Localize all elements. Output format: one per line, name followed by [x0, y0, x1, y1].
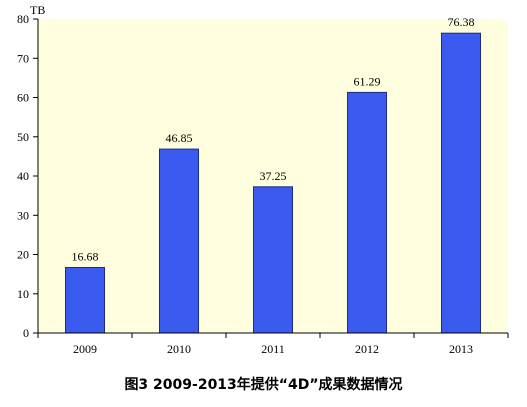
data-label-2013: 76.38: [448, 15, 475, 29]
y-tick-label-70: 70: [17, 51, 29, 65]
bars-group: [65, 32, 481, 334]
data-label-2012: 61.29: [354, 74, 381, 88]
bar-2011: [253, 186, 293, 334]
y-tick-label-60: 60: [17, 91, 29, 105]
y-tick-label-0: 0: [23, 326, 29, 340]
data-label-2011: 37.25: [260, 169, 287, 183]
y-tick-label-50: 50: [17, 130, 29, 144]
x-tick-label-2010: 2010: [167, 342, 191, 356]
y-axis: 0 10 20 30 40 50 60 70 80: [17, 12, 39, 340]
bar-2012: [347, 91, 387, 334]
y-tick-label-30: 30: [17, 208, 29, 222]
y-tick-label-40: 40: [17, 169, 29, 183]
x-tick-label-2012: 2012: [355, 342, 379, 356]
y-tick-label-80: 80: [17, 12, 29, 26]
y-tick-label-20: 20: [17, 248, 29, 262]
x-axis: 2009 2010 2011 2012 2013: [37, 332, 509, 356]
bar-2009: [65, 267, 105, 334]
chart-caption: 图3 2009-2013年提供“4D”成果数据情况: [124, 377, 403, 393]
bar-2013: [441, 32, 481, 334]
y-axis-unit-label: TB: [30, 3, 45, 17]
y-tick-label-10: 10: [17, 287, 29, 301]
bar-2010: [159, 148, 199, 334]
data-labels-group: 16.68 46.85 37.25 61.29 76.38: [72, 15, 475, 263]
x-tick-label-2013: 2013: [449, 342, 473, 356]
x-tick-label-2011: 2011: [261, 342, 285, 356]
x-tick-label-2009: 2009: [73, 342, 97, 356]
data-label-2010: 46.85: [166, 131, 193, 145]
data-label-2009: 16.68: [72, 250, 99, 264]
